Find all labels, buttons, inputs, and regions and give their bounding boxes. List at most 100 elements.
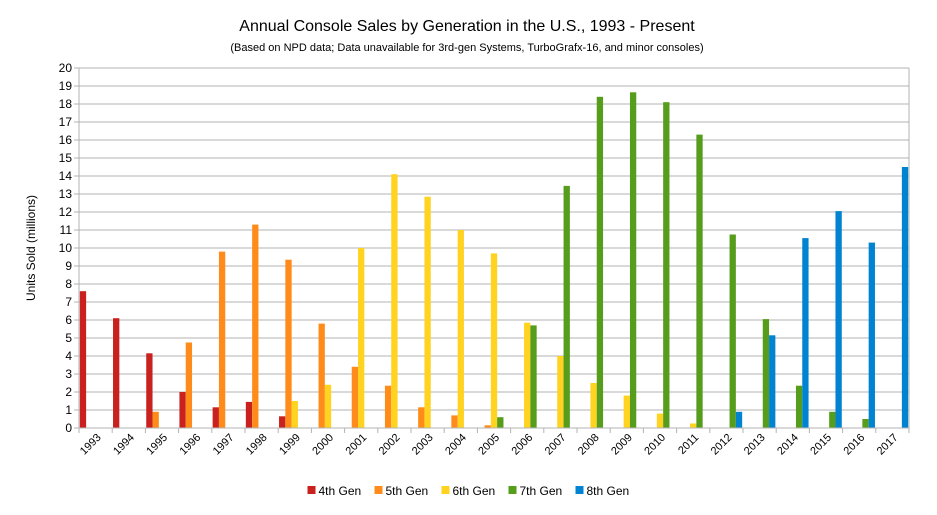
x-tick-label: 2015 — [808, 432, 834, 458]
bar — [590, 383, 597, 428]
bar — [762, 319, 770, 428]
bar — [391, 174, 398, 428]
bar — [457, 230, 464, 428]
bar — [663, 102, 670, 428]
legend-swatch — [307, 486, 316, 494]
y-tick-label: 13 — [59, 187, 73, 201]
x-tick-label: 2016 — [842, 432, 868, 458]
y-tick-label: 12 — [59, 205, 73, 219]
x-tick-label: 2009 — [609, 432, 635, 458]
y-tick-label: 8 — [65, 277, 72, 291]
bar — [530, 325, 537, 428]
bar — [358, 248, 365, 428]
bar — [245, 401, 253, 428]
bar — [623, 395, 630, 428]
bar — [563, 185, 570, 428]
legend-swatch — [374, 486, 383, 494]
x-tick-label: 2007 — [543, 432, 569, 458]
x-tick-label: 1994 — [111, 432, 137, 458]
x-tick-label: 2017 — [875, 432, 901, 458]
bar — [146, 353, 153, 428]
bar — [795, 385, 803, 428]
bar — [490, 253, 498, 428]
bar — [218, 251, 226, 428]
x-tick-label: 2011 — [676, 432, 701, 457]
bar — [524, 322, 531, 428]
bar — [735, 411, 743, 428]
bar — [868, 242, 875, 428]
y-tick-label: 11 — [60, 223, 73, 237]
x-tick-label: 2005 — [476, 432, 502, 458]
x-tick-label: 2002 — [377, 432, 403, 458]
x-tick-label: 2006 — [510, 432, 536, 458]
bar — [212, 407, 219, 428]
y-tick-label: 18 — [59, 97, 73, 111]
bar — [835, 211, 842, 428]
x-tick-label: 2012 — [709, 432, 735, 458]
y-tick-label: 15 — [59, 151, 73, 165]
y-axis-label: Units Sold (millions) — [24, 195, 38, 301]
bar — [179, 392, 186, 428]
legend-swatch — [575, 486, 584, 494]
x-tick-label: 1996 — [178, 432, 204, 458]
bar — [152, 411, 159, 428]
bar — [318, 323, 325, 428]
bar — [79, 291, 87, 428]
bar — [418, 407, 425, 428]
legend-label: 5th Gen — [386, 484, 429, 498]
x-tick-label: 2013 — [742, 432, 768, 458]
bar — [291, 401, 298, 428]
x-tick-label: 2004 — [443, 432, 469, 458]
bar — [690, 423, 697, 428]
bar — [324, 384, 332, 428]
bar — [596, 96, 604, 429]
y-tick-label: 16 — [59, 133, 73, 147]
legend-label: 8th Gen — [587, 484, 630, 498]
bar — [484, 425, 491, 428]
y-tick-label: 2 — [65, 385, 72, 399]
bar — [279, 416, 286, 428]
bar — [351, 366, 359, 428]
chart-title: Annual Console Sales by Generation in th… — [239, 18, 695, 35]
y-tick-label: 7 — [65, 295, 72, 309]
chart-subtitle: (Based on NPD data; Data unavailable for… — [230, 42, 703, 54]
legend-label: 4th Gen — [319, 484, 362, 498]
bar — [901, 167, 909, 428]
y-tick-label: 10 — [59, 241, 73, 255]
y-tick-label: 14 — [59, 169, 73, 183]
bar — [769, 335, 776, 428]
x-tick-label: 2001 — [344, 432, 370, 458]
bar — [557, 356, 564, 428]
y-tick-label: 5 — [65, 331, 72, 345]
bar — [384, 385, 392, 428]
bar — [862, 419, 869, 428]
bar — [185, 342, 193, 428]
bar — [829, 411, 836, 428]
x-tick-label: 1993 — [78, 432, 104, 458]
bar — [629, 92, 637, 429]
x-tick-label: 1995 — [144, 432, 170, 458]
bar — [451, 415, 458, 428]
bar — [252, 224, 259, 428]
x-tick-label: 2000 — [310, 432, 336, 458]
y-tick-label: 4 — [65, 349, 72, 363]
legend: 4th Gen 5th Gen 6th Gen 7th Gen 8th Gen — [307, 484, 630, 498]
x-tick-label: 1997 — [211, 432, 237, 458]
bar — [113, 318, 120, 428]
y-tick-label: 20 — [59, 61, 73, 75]
y-tick-label: 17 — [59, 115, 73, 129]
x-tick-label: 2010 — [642, 432, 668, 458]
bar — [696, 134, 703, 428]
y-tick-label: 6 — [65, 313, 72, 327]
x-tick-label: 1999 — [277, 432, 303, 458]
bar — [285, 259, 292, 428]
y-tick-label: 1 — [65, 403, 72, 417]
x-tick-label: 2008 — [576, 432, 602, 458]
y-tick-label: 19 — [59, 79, 73, 93]
x-tick-label: 1998 — [244, 432, 270, 458]
y-tick-label: 3 — [65, 367, 72, 381]
y-tick-label: 9 — [65, 259, 72, 273]
bar — [729, 234, 736, 428]
